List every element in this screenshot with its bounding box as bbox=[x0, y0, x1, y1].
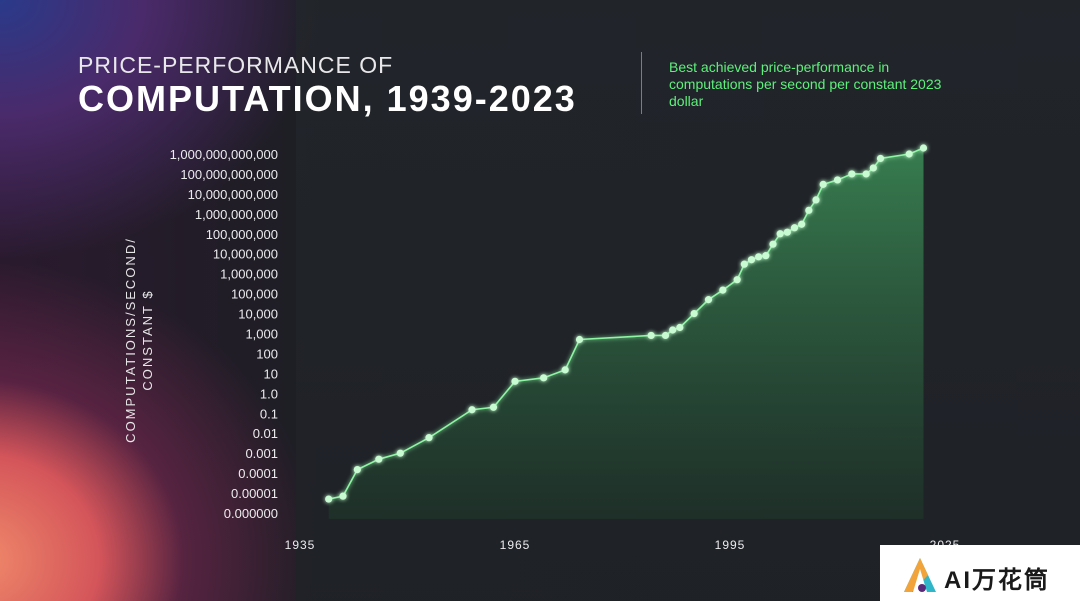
y-tick-label: 1,000 bbox=[245, 327, 278, 342]
data-point bbox=[511, 377, 519, 385]
title-line-1: PRICE-PERFORMANCE OF bbox=[78, 52, 394, 78]
y-tick-label: 1.0 bbox=[260, 386, 278, 401]
watermark-logo-icon bbox=[904, 558, 936, 592]
y-tick-label: 10,000 bbox=[238, 307, 278, 322]
y-tick-label: 100,000 bbox=[231, 287, 278, 302]
watermark: AI万花筒 bbox=[880, 545, 1080, 601]
data-point bbox=[325, 495, 333, 503]
data-point bbox=[690, 309, 698, 318]
y-tick-label: 1,000,000 bbox=[220, 267, 278, 282]
data-point bbox=[776, 230, 784, 238]
data-point bbox=[762, 252, 770, 260]
data-point bbox=[468, 406, 476, 414]
data-point bbox=[769, 240, 777, 248]
data-point bbox=[704, 296, 713, 304]
data-point bbox=[905, 150, 913, 158]
data-point bbox=[676, 323, 684, 332]
y-tick-label: 100,000,000,000 bbox=[180, 167, 278, 182]
data-point bbox=[848, 170, 856, 178]
data-point bbox=[783, 228, 791, 236]
y-tick-label: 0.1 bbox=[260, 406, 278, 421]
data-point bbox=[375, 455, 383, 463]
y-tick-label: 0.00001 bbox=[231, 486, 278, 501]
y-tick-label: 0.000000 bbox=[224, 506, 278, 521]
data-point bbox=[819, 180, 827, 188]
y-tick-labels: 0.000000 0.00001 0.0001 0.001 0.01 0.1 1.0 10 10… bbox=[170, 147, 278, 521]
data-point bbox=[833, 176, 842, 184]
y-tick-label: 0.001 bbox=[245, 446, 278, 461]
x-tick-label: 1965 bbox=[500, 538, 531, 552]
x-tick-label: 1935 bbox=[285, 538, 316, 552]
data-point bbox=[805, 206, 813, 214]
data-point bbox=[561, 366, 569, 374]
data-point bbox=[425, 434, 433, 442]
area-layer bbox=[328, 147, 924, 519]
y-tick-label: 100,000,000 bbox=[206, 227, 278, 242]
title-line-2: COMPUTATION, 1939-2023 bbox=[78, 78, 577, 119]
data-point bbox=[353, 465, 361, 474]
y-tick-label: 10 bbox=[264, 366, 278, 381]
chart-subtitle: Best achieved price-performance in compu… bbox=[669, 59, 942, 109]
y-tick-label: 0.01 bbox=[253, 426, 278, 441]
data-point bbox=[733, 276, 741, 284]
watermark-text: AI万花筒 bbox=[944, 567, 1050, 594]
data-point bbox=[396, 449, 404, 457]
data-point bbox=[740, 260, 748, 268]
y-tick-label: 10,000,000,000 bbox=[188, 187, 278, 202]
data-point bbox=[812, 196, 820, 204]
data-point bbox=[339, 492, 347, 500]
series-area bbox=[328, 147, 924, 519]
header-divider bbox=[641, 52, 642, 114]
data-point bbox=[790, 224, 799, 232]
data-point bbox=[540, 374, 548, 382]
data-point bbox=[661, 331, 670, 340]
point-layer bbox=[325, 144, 928, 503]
y-tick-label: 10,000,000 bbox=[213, 247, 278, 262]
data-point bbox=[575, 335, 584, 344]
x-tick-label: 1995 bbox=[715, 538, 746, 552]
data-point bbox=[862, 170, 870, 178]
x-tick-labels: 1935196519952025 bbox=[285, 538, 960, 552]
data-point bbox=[747, 256, 756, 264]
data-point bbox=[719, 286, 727, 294]
data-point bbox=[669, 326, 677, 334]
y-tick-label: 100 bbox=[256, 346, 278, 361]
data-point bbox=[869, 164, 877, 172]
y-tick-label: 1,000,000,000,000 bbox=[170, 147, 278, 162]
data-point bbox=[489, 403, 498, 411]
data-point bbox=[647, 331, 655, 340]
data-point bbox=[876, 154, 885, 163]
data-point bbox=[919, 144, 928, 152]
data-point bbox=[798, 220, 806, 228]
data-point bbox=[755, 253, 763, 261]
y-tick-label: 0.0001 bbox=[238, 466, 278, 481]
y-tick-label: 1,000,000,000 bbox=[195, 207, 278, 222]
